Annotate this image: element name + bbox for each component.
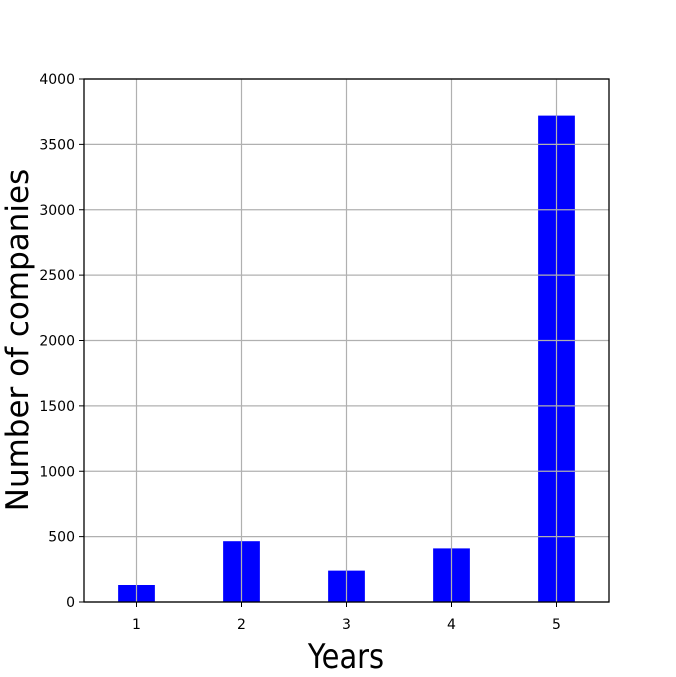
y-tick-label: 2000 — [39, 334, 75, 350]
x-tick-label: 4 — [447, 617, 456, 633]
y-tick-label: 1500 — [39, 399, 75, 415]
x-tick-label: 3 — [342, 617, 351, 633]
y-tick-label: 4000 — [39, 72, 75, 88]
y-axis-ticks: 0 500 1000 1500 2000 2500 3000 3500 4000 — [39, 72, 84, 611]
x-axis-title: Years — [307, 638, 384, 677]
y-axis-title: Number of companies — [0, 169, 36, 511]
bars — [118, 115, 575, 603]
grid-lines — [84, 78, 609, 603]
x-tick-label: 1 — [132, 617, 141, 633]
y-tick-label: 2500 — [39, 268, 75, 284]
y-tick-label: 500 — [48, 530, 75, 546]
y-tick-label: 3000 — [39, 203, 75, 219]
y-tick-label: 3500 — [39, 137, 75, 153]
x-tick-label: 2 — [237, 617, 246, 633]
y-tick-label: 1000 — [39, 464, 75, 480]
y-tick-label: 0 — [66, 595, 75, 611]
x-axis-ticks: 1 2 3 4 5 — [132, 602, 561, 633]
x-tick-label: 5 — [552, 617, 561, 633]
